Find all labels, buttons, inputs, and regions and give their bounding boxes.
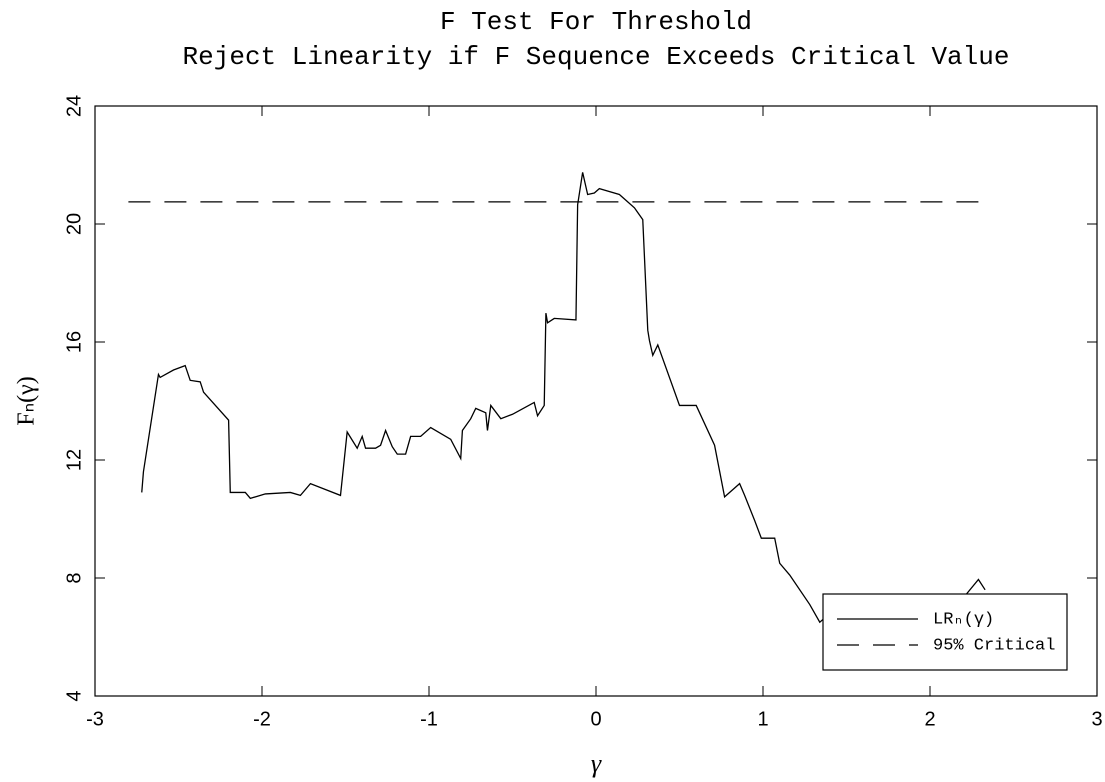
y-tick-label: 24 xyxy=(63,95,85,117)
y-tick-label: 20 xyxy=(63,213,85,235)
x-tick-label: 0 xyxy=(590,708,601,730)
legend-box xyxy=(822,593,1068,671)
x-tick-label: -3 xyxy=(86,708,104,730)
x-tick-label: -1 xyxy=(420,708,438,730)
y-tick-label: 12 xyxy=(63,449,85,471)
x-tick-label: 2 xyxy=(924,708,935,730)
y-axis-label: Fₙ(γ) xyxy=(14,376,40,426)
y-tick-label: 4 xyxy=(63,690,85,701)
chart-title: F Test For Threshold xyxy=(440,7,752,37)
legend-label: 95% Critical xyxy=(933,636,1055,655)
y-tick-label: 16 xyxy=(63,331,85,353)
y-tick-label: 8 xyxy=(63,572,85,583)
x-tick-label: -2 xyxy=(253,708,271,730)
legend-label: LRₙ(γ) xyxy=(933,610,994,629)
chart-subtitle: Reject Linearity if F Sequence Exceeds C… xyxy=(183,42,1010,72)
x-tick-label: 1 xyxy=(757,708,768,730)
data-line xyxy=(141,172,986,669)
x-tick-label: 3 xyxy=(1091,708,1102,730)
x-axis-label: γ xyxy=(591,749,602,778)
